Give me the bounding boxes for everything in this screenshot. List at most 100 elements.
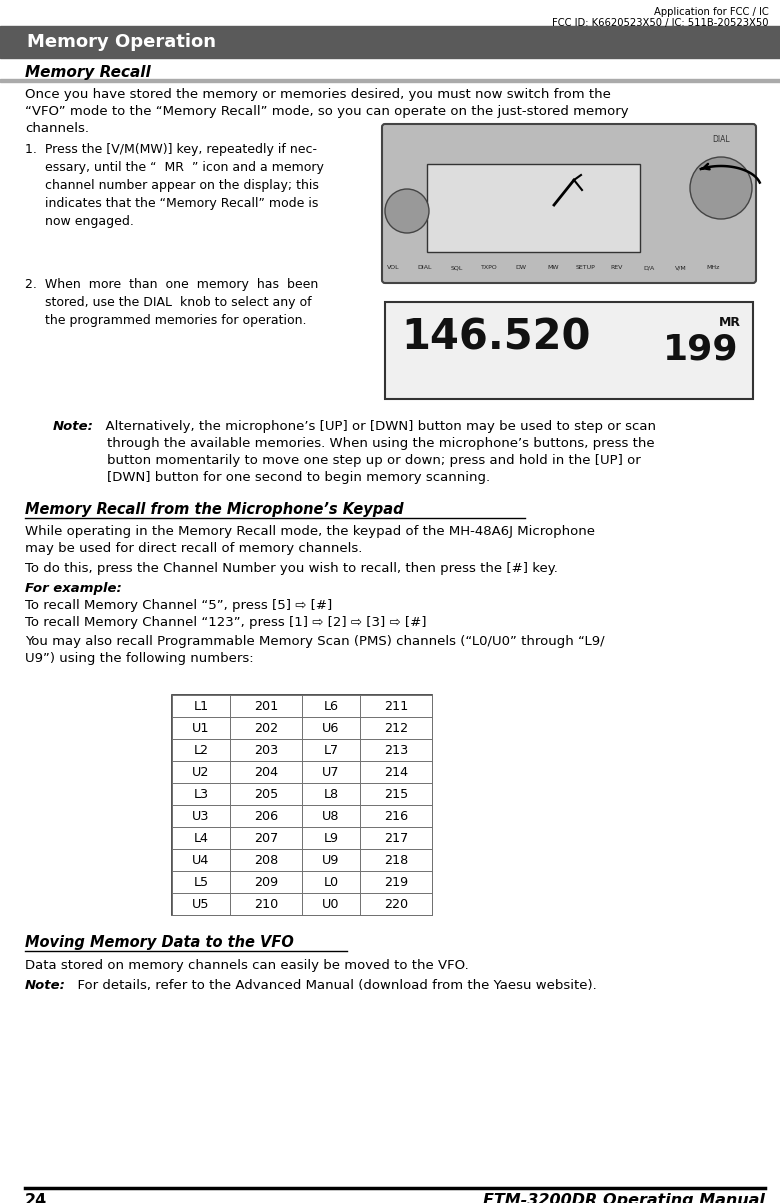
Text: TXPO: TXPO bbox=[480, 265, 498, 269]
Text: FCC ID: K6620523X50 / IC: 511B-20523X50: FCC ID: K6620523X50 / IC: 511B-20523X50 bbox=[552, 18, 769, 28]
Text: DIAL: DIAL bbox=[712, 135, 730, 144]
Bar bbox=[230, 826, 302, 849]
Text: U9”) using the following numbers:: U9”) using the following numbers: bbox=[25, 652, 254, 665]
Text: U9: U9 bbox=[322, 854, 339, 867]
Text: MHz: MHz bbox=[707, 265, 720, 269]
Text: While operating in the Memory Recall mode, the keypad of the MH-48A6J Microphone: While operating in the Memory Recall mod… bbox=[25, 525, 595, 538]
Text: channels.: channels. bbox=[25, 122, 89, 135]
Text: For details, refer to the Advanced Manual (download from the Yaesu website).: For details, refer to the Advanced Manua… bbox=[69, 979, 597, 992]
Text: now engaged.: now engaged. bbox=[25, 215, 134, 229]
Bar bbox=[360, 783, 432, 805]
Text: stored, use the DIAL  knob to select any of: stored, use the DIAL knob to select any … bbox=[25, 296, 312, 309]
Circle shape bbox=[690, 158, 752, 219]
Text: 212: 212 bbox=[384, 723, 408, 735]
Text: 2.  When  more  than  one  memory  has  been: 2. When more than one memory has been bbox=[25, 278, 318, 291]
Bar bbox=[230, 893, 302, 915]
Bar bbox=[0, 79, 780, 82]
Bar bbox=[172, 849, 230, 871]
Circle shape bbox=[385, 189, 429, 233]
Bar bbox=[230, 739, 302, 761]
Text: MR: MR bbox=[719, 316, 741, 328]
Text: 220: 220 bbox=[384, 899, 408, 912]
Bar bbox=[172, 805, 230, 826]
Bar bbox=[302, 695, 360, 717]
Text: L5: L5 bbox=[193, 877, 208, 889]
Text: REV: REV bbox=[611, 265, 623, 269]
Text: You may also recall Programmable Memory Scan (PMS) channels (“L0/U0” through “L9: You may also recall Programmable Memory … bbox=[25, 635, 604, 648]
Text: L1: L1 bbox=[193, 700, 208, 713]
Bar bbox=[172, 695, 230, 717]
Bar bbox=[0, 26, 780, 58]
Bar bbox=[427, 164, 640, 251]
Bar bbox=[360, 871, 432, 893]
Bar bbox=[230, 717, 302, 739]
Text: Note:: Note: bbox=[53, 420, 94, 433]
Text: U1: U1 bbox=[192, 723, 210, 735]
Text: U8: U8 bbox=[322, 811, 340, 824]
Text: 217: 217 bbox=[384, 832, 408, 846]
Bar bbox=[172, 739, 230, 761]
Bar bbox=[302, 805, 360, 826]
Bar bbox=[230, 871, 302, 893]
Text: SETUP: SETUP bbox=[575, 265, 595, 269]
Text: L3: L3 bbox=[193, 788, 208, 801]
Text: 216: 216 bbox=[384, 811, 408, 824]
Text: Once you have stored the memory or memories desired, you must now switch from th: Once you have stored the memory or memor… bbox=[25, 88, 611, 101]
Bar bbox=[302, 783, 360, 805]
Text: MW: MW bbox=[548, 265, 558, 269]
Text: L6: L6 bbox=[324, 700, 339, 713]
Bar bbox=[385, 302, 753, 399]
Bar bbox=[230, 783, 302, 805]
Text: 206: 206 bbox=[254, 811, 278, 824]
Text: VOL: VOL bbox=[387, 265, 399, 269]
Text: Note:: Note: bbox=[25, 979, 66, 992]
Text: “VFO” mode to the “Memory Recall” mode, so you can operate on the just-stored me: “VFO” mode to the “Memory Recall” mode, … bbox=[25, 105, 629, 118]
Text: [DWN] button for one second to begin memory scanning.: [DWN] button for one second to begin mem… bbox=[107, 472, 490, 484]
Text: button momentarily to move one step up or down; press and hold in the [UP] or: button momentarily to move one step up o… bbox=[107, 454, 640, 467]
Text: U4: U4 bbox=[193, 854, 210, 867]
Text: Memory Operation: Memory Operation bbox=[27, 32, 216, 51]
Bar bbox=[360, 761, 432, 783]
Text: Memory Recall from the Microphone’s Keypad: Memory Recall from the Microphone’s Keyp… bbox=[25, 502, 403, 517]
Text: L7: L7 bbox=[324, 745, 339, 758]
Text: Memory Recall: Memory Recall bbox=[25, 65, 151, 81]
Bar bbox=[172, 695, 432, 915]
Bar bbox=[360, 717, 432, 739]
Bar bbox=[302, 761, 360, 783]
Text: 219: 219 bbox=[384, 877, 408, 889]
Text: channel number appear on the display; this: channel number appear on the display; th… bbox=[25, 179, 319, 192]
Bar bbox=[172, 893, 230, 915]
Text: 208: 208 bbox=[254, 854, 278, 867]
Text: Data stored on memory channels can easily be moved to the VFO.: Data stored on memory channels can easil… bbox=[25, 959, 469, 972]
Text: U3: U3 bbox=[192, 811, 210, 824]
Text: 218: 218 bbox=[384, 854, 408, 867]
Text: For example:: For example: bbox=[25, 582, 122, 595]
Text: D/A: D/A bbox=[644, 265, 654, 269]
Text: 207: 207 bbox=[254, 832, 278, 846]
Text: 199: 199 bbox=[663, 332, 739, 366]
Text: indicates that the “Memory Recall” mode is: indicates that the “Memory Recall” mode … bbox=[25, 197, 318, 211]
Bar bbox=[360, 849, 432, 871]
Bar bbox=[302, 893, 360, 915]
Text: 204: 204 bbox=[254, 766, 278, 780]
Text: L4: L4 bbox=[193, 832, 208, 846]
Text: To recall Memory Channel “5”, press [5] ⇨ [#]: To recall Memory Channel “5”, press [5] … bbox=[25, 599, 332, 612]
Bar bbox=[172, 761, 230, 783]
Text: Moving Memory Data to the VFO: Moving Memory Data to the VFO bbox=[25, 935, 294, 950]
Bar bbox=[302, 826, 360, 849]
Text: L9: L9 bbox=[324, 832, 339, 846]
Bar bbox=[360, 893, 432, 915]
Bar bbox=[230, 695, 302, 717]
Text: U5: U5 bbox=[192, 899, 210, 912]
Text: SQL: SQL bbox=[451, 265, 463, 269]
Text: 1.  Press the [V/M(MW)] key, repeatedly if nec-: 1. Press the [V/M(MW)] key, repeatedly i… bbox=[25, 143, 317, 156]
Text: To recall Memory Channel “123”, press [1] ⇨ [2] ⇨ [3] ⇨ [#]: To recall Memory Channel “123”, press [1… bbox=[25, 616, 427, 629]
Bar bbox=[230, 805, 302, 826]
Text: 146.520: 146.520 bbox=[401, 318, 590, 358]
FancyBboxPatch shape bbox=[382, 124, 756, 283]
Text: L2: L2 bbox=[193, 745, 208, 758]
Bar bbox=[172, 871, 230, 893]
Bar bbox=[230, 761, 302, 783]
Text: 201: 201 bbox=[254, 700, 278, 713]
Text: DW: DW bbox=[516, 265, 526, 269]
